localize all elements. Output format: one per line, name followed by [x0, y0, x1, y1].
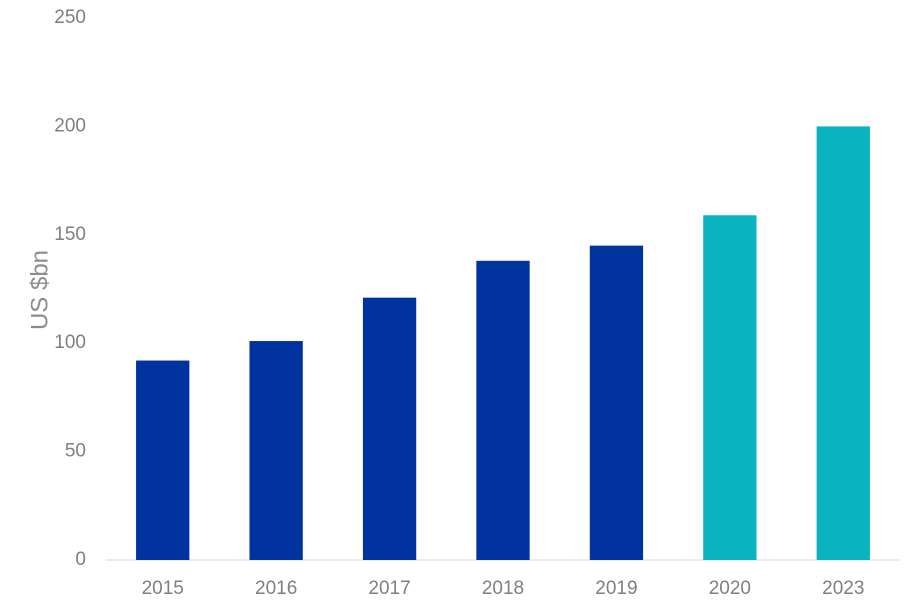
bar-2023: [816, 126, 870, 561]
bar-2016: [249, 341, 303, 560]
bar-2019: [589, 245, 644, 560]
y-tick-label: 50: [65, 441, 86, 462]
x-tick-label: 2019: [595, 578, 637, 599]
y-tick-label: 200: [54, 115, 86, 136]
x-axis-ticks: 2015 2016 2017 2018 2019 2020 2023: [142, 578, 865, 599]
bar-2017: [362, 297, 417, 560]
x-tick-label: 2016: [255, 578, 297, 599]
bar-2020: [703, 215, 757, 560]
x-tick-label: 2017: [368, 578, 410, 599]
x-tick-label: 2018: [482, 578, 524, 599]
y-tick-label: 100: [54, 332, 86, 353]
x-tick-label: 2015: [142, 578, 184, 599]
y-axis-ticks: 0 50 100 150 200 250: [54, 7, 86, 570]
bars: [136, 126, 870, 561]
y-axis-label: US $bn: [26, 250, 53, 330]
y-tick-label: 250: [54, 7, 86, 28]
y-tick-label: 150: [54, 224, 86, 245]
bar-2018: [476, 260, 530, 560]
x-tick-label: 2023: [822, 578, 864, 599]
x-tick-label: 2020: [709, 578, 751, 599]
bar-2015: [136, 360, 190, 560]
y-tick-label: 0: [75, 549, 86, 570]
